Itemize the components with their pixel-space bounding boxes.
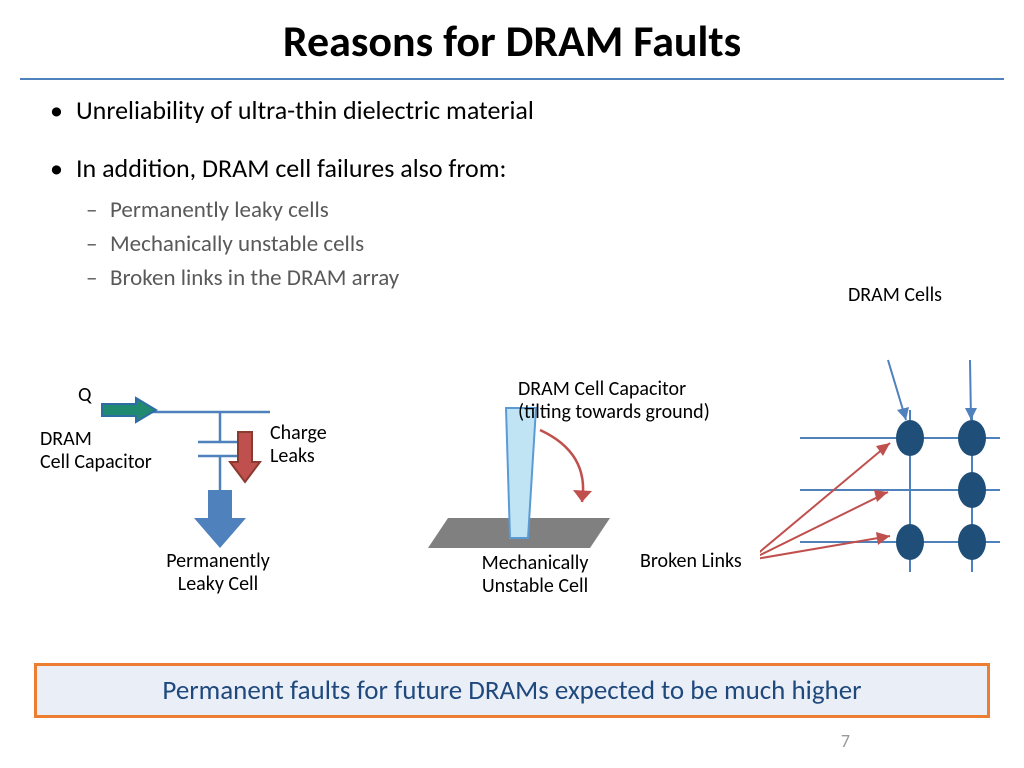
diagram-broken-links — [760, 310, 1020, 600]
title-divider — [20, 78, 1004, 80]
callout-banner: Permanent faults for future DRAMs expect… — [34, 663, 990, 718]
broken-links-label: Broken Links — [640, 550, 742, 573]
slide-title: Reasons for DRAM Faults — [0, 0, 1024, 78]
dram-cells-label: DRAM Cells — [848, 284, 942, 307]
charge-leaks-label: ChargeLeaks — [270, 422, 327, 468]
sub-bullet-3: Broken links in the DRAM array — [76, 264, 964, 292]
page-number: 7 — [841, 730, 850, 752]
bullet-2-text: In addition, DRAM cell failures also fro… — [76, 152, 506, 184]
sub-bullet-2: Mechanically unstable cells — [76, 230, 964, 258]
q-label: Q — [78, 384, 91, 407]
tilting-label: DRAM Cell Capacitor(tilting towards grou… — [518, 378, 748, 424]
dram-cap-label: DRAMCell Capacitor — [40, 428, 160, 474]
sub-bullet-list: Permanently leaky cells Mechanically uns… — [76, 196, 964, 292]
sub-bullet-1: Permanently leaky cells — [76, 196, 964, 224]
unstable-caption: MechanicallyUnstable Cell — [450, 552, 620, 598]
leaky-caption: PermanentlyLeaky Cell — [138, 550, 298, 596]
diagrams-region: Q DRAMCell Capacitor ChargeLeaks Permane… — [0, 360, 1024, 660]
bullet-content: Unreliability of ultra-thin dielectric m… — [0, 94, 1024, 292]
bullet-1: Unreliability of ultra-thin dielectric m… — [76, 94, 964, 126]
bullet-2: In addition, DRAM cell failures also fro… — [76, 152, 964, 292]
